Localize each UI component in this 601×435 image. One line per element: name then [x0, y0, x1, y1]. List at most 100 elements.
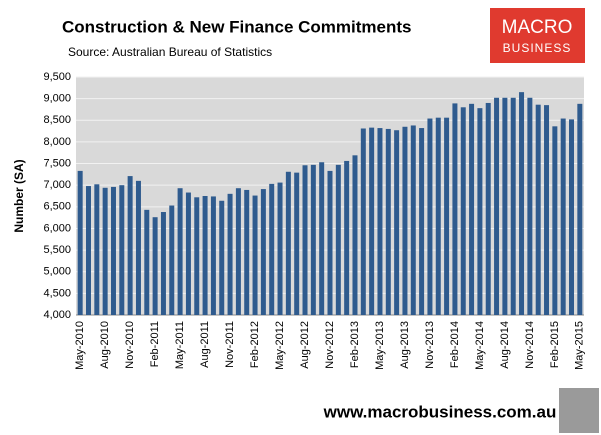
y-tick-label: 7,000: [43, 179, 71, 191]
bar: [344, 160, 350, 315]
bar: [394, 130, 400, 315]
y-tick-label: 8,500: [43, 114, 71, 126]
y-tick-label: 4,000: [43, 309, 71, 321]
bar: [269, 183, 275, 315]
x-tick-label: Nov-2010: [124, 321, 136, 369]
bar: [494, 97, 500, 316]
bar: [510, 97, 516, 316]
bar: [252, 195, 258, 315]
x-tick-label: May-2010: [74, 321, 86, 370]
bar: [235, 188, 241, 315]
bar: [327, 170, 333, 315]
bar: [302, 165, 308, 315]
bar: [227, 193, 233, 315]
bar: [94, 184, 100, 315]
bar: [410, 125, 416, 315]
y-tick-label: 9,500: [43, 71, 71, 83]
x-tick-label: Feb-2012: [249, 321, 261, 368]
x-tick-label: Aug-2011: [199, 321, 211, 368]
bar: [294, 172, 300, 315]
logo-box: [490, 8, 585, 63]
bar: [535, 104, 541, 315]
x-tick-label: May-2011: [174, 321, 186, 369]
bar: [552, 126, 558, 316]
bar: [477, 108, 483, 315]
logo-text: MACRO: [502, 17, 573, 38]
bar: [319, 162, 325, 315]
x-tick-label: Nov-2012: [324, 321, 336, 369]
y-tick-label: 6,000: [43, 222, 71, 234]
x-tick-label: Aug-2014: [499, 321, 511, 369]
x-tick-label: May-2013: [374, 321, 386, 370]
bar: [160, 212, 166, 315]
bar: [469, 103, 475, 315]
bar: [285, 171, 291, 315]
x-tick-label: Nov-2013: [424, 321, 436, 369]
x-tick-label: Feb-2011: [149, 321, 161, 367]
bar: [244, 189, 250, 315]
bar: [419, 128, 425, 315]
x-tick-label: May-2015: [574, 321, 586, 370]
x-tick-label: May-2014: [474, 321, 486, 370]
logo-text: BUSINESS: [503, 41, 572, 55]
x-tick-label: Feb-2013: [349, 321, 361, 368]
x-tick-label: Aug-2013: [399, 321, 411, 369]
bar: [77, 170, 83, 315]
bar: [527, 97, 533, 316]
y-tick-label: 7,500: [43, 157, 71, 169]
bar: [260, 189, 266, 315]
bar: [210, 196, 216, 315]
bar: [219, 200, 225, 315]
bar: [369, 127, 375, 315]
y-axis-label: Number (SA): [12, 159, 26, 232]
y-tick-label: 8,000: [43, 136, 71, 148]
x-tick-label: Aug-2012: [299, 321, 311, 369]
bar: [127, 176, 133, 315]
x-tick-label: Feb-2015: [549, 321, 561, 368]
bar: [352, 155, 358, 315]
bar: [144, 209, 150, 315]
bar: [360, 128, 366, 315]
bar: [544, 105, 550, 315]
bar: [102, 187, 108, 315]
x-tick-label: Nov-2011: [224, 321, 236, 368]
bar: [485, 102, 491, 315]
bar: [110, 186, 116, 315]
bar: [85, 186, 91, 315]
wolf-icon: [559, 388, 599, 433]
bar: [194, 197, 200, 315]
bar: [502, 97, 508, 316]
bar: [402, 126, 408, 315]
y-tick-label: 4,500: [43, 287, 71, 299]
y-tick-label: 9,000: [43, 93, 71, 105]
bar: [452, 103, 458, 315]
chart-subtitle: Source: Australian Bureau of Statistics: [68, 45, 272, 59]
bar: [335, 164, 341, 315]
bar: [277, 182, 283, 315]
bar: [202, 196, 208, 315]
y-tick-label: 5,500: [43, 244, 71, 256]
x-tick-label: Aug-2010: [99, 321, 111, 369]
bar: [385, 128, 391, 315]
bar: [177, 188, 183, 315]
x-tick-label: Nov-2014: [524, 321, 536, 369]
bar: [460, 107, 466, 315]
y-tick-label: 5,000: [43, 266, 71, 278]
y-tick-label: 6,500: [43, 201, 71, 213]
bar: [377, 128, 383, 315]
bar: [569, 119, 575, 315]
bar: [427, 118, 433, 316]
bar: [152, 217, 158, 315]
footer-url: www.macrobusiness.com.au: [323, 402, 557, 421]
bar: [519, 92, 525, 316]
bar: [119, 185, 125, 315]
x-tick-label: Feb-2014: [449, 321, 461, 368]
bar: [560, 118, 566, 316]
x-tick-label: May-2012: [274, 321, 286, 370]
bar: [577, 103, 583, 315]
bar: [169, 205, 175, 315]
chart-title: Construction & New Finance Commitments: [62, 17, 411, 36]
bar: [310, 164, 316, 315]
bar: [435, 117, 441, 315]
